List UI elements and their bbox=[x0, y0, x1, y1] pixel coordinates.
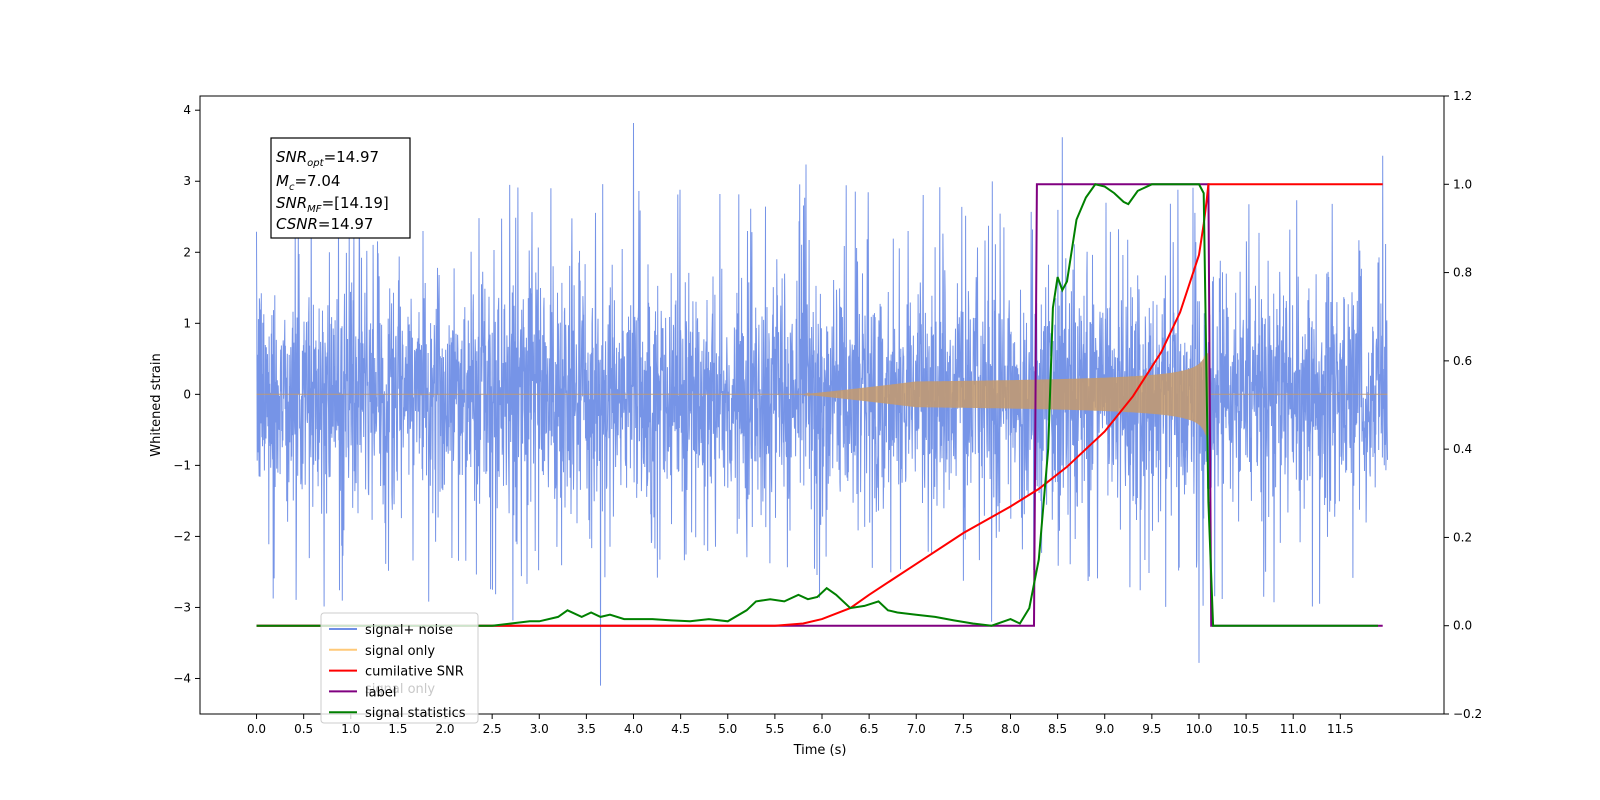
y-tick-label: −1 bbox=[173, 458, 191, 472]
x-tick-label: 0.5 bbox=[294, 722, 313, 736]
x-tick-label: 11.0 bbox=[1280, 722, 1307, 736]
annotation-box: SNRopt=14.97 Mc=7.04 SNRMF=[14.19] CSNR=… bbox=[270, 137, 411, 239]
x-tick-label: 7.5 bbox=[954, 722, 973, 736]
annotation-mc: Mc=7.04 bbox=[276, 172, 340, 193]
x-axis: 0.0 0.5 1.0 1.5 2.0 2.5 3.0 3.5 4.0 4.5 5.0 5.5 6.0 6… bbox=[247, 714, 1354, 736]
x-axis-label: Time (s) bbox=[793, 743, 847, 758]
y-axis-right: 1.2 1.0 0.8 0.6 0.4 0.2 0.0 −0.2 bbox=[1444, 89, 1482, 721]
annotation-snr-opt-sub: opt bbox=[307, 158, 324, 169]
legend-label: signal+ noise bbox=[365, 623, 453, 638]
annotation-frame bbox=[270, 137, 411, 239]
annotation-snr-mf-value: =[14.19] bbox=[322, 194, 389, 212]
x-tick-label: 6.0 bbox=[812, 722, 831, 736]
annotation-mc-sub: c bbox=[289, 182, 295, 193]
x-tick-label: 1.0 bbox=[341, 722, 360, 736]
legend: signal only signal+ noise signal only cumi… bbox=[320, 612, 479, 724]
legend-frame bbox=[320, 612, 479, 724]
annotation-snr-mf-sub: MF bbox=[307, 204, 322, 215]
y2-tick-label: 1.2 bbox=[1453, 89, 1472, 103]
y2-tick-label: −0.2 bbox=[1453, 707, 1482, 721]
x-tick-label: 9.0 bbox=[1095, 722, 1114, 736]
legend-items: signal+ noise signal only cumilative SNR la… bbox=[329, 623, 466, 721]
x-tick-label: 0.0 bbox=[247, 722, 266, 736]
legend-label: label bbox=[365, 685, 396, 700]
annotation-snr-opt: SNRopt=14.97 bbox=[276, 148, 379, 169]
x-tick-label: 5.5 bbox=[765, 722, 784, 736]
y2-tick-label: 0.2 bbox=[1453, 530, 1472, 544]
x-tick-label: 11.5 bbox=[1327, 722, 1354, 736]
y-tick-label: 3 bbox=[183, 174, 191, 188]
x-tick-label: 10.0 bbox=[1186, 722, 1213, 736]
y-tick-label: −2 bbox=[173, 529, 191, 543]
x-tick-label: 10.5 bbox=[1233, 722, 1260, 736]
x-tick-label: 3.5 bbox=[577, 722, 596, 736]
annotation-mc-value: =7.04 bbox=[294, 172, 340, 190]
plot-area bbox=[256, 122, 1388, 686]
x-tick-label: 9.5 bbox=[1142, 722, 1161, 736]
annotation-snr-mf: SNRMF=[14.19] bbox=[276, 194, 389, 215]
series-cumilative-snr bbox=[256, 183, 1383, 627]
x-tick-label: 8.5 bbox=[1048, 722, 1067, 736]
x-tick-label: 1.5 bbox=[388, 722, 407, 736]
x-tick-label: 8.0 bbox=[1001, 722, 1020, 736]
annotation-snr-mf-base: SNR bbox=[276, 194, 307, 212]
annotation-csnr-base: CSNR bbox=[276, 215, 318, 233]
y-tick-label: 1 bbox=[183, 316, 191, 330]
annotation-mc-base: M bbox=[276, 172, 289, 190]
y-axis-label: Whitened strain bbox=[149, 353, 164, 456]
y-tick-label: 4 bbox=[183, 103, 191, 117]
legend-label: signal only bbox=[365, 644, 435, 659]
x-tick-label: 4.5 bbox=[671, 722, 690, 736]
y2-tick-label: 1.0 bbox=[1453, 177, 1472, 191]
x-tick-label: 7.0 bbox=[907, 722, 926, 736]
y-tick-label: −4 bbox=[173, 671, 191, 685]
legend-label: signal statistics bbox=[365, 706, 466, 721]
annotation-snr-opt-value: =14.97 bbox=[324, 148, 380, 166]
y-tick-label: 0 bbox=[183, 387, 191, 401]
y2-tick-label: 0.4 bbox=[1453, 442, 1472, 456]
y-tick-label: −3 bbox=[173, 600, 191, 614]
annotation-csnr-value: =14.97 bbox=[318, 215, 374, 233]
annotation-snr-opt-base: SNR bbox=[276, 148, 307, 166]
x-tick-label: 3.0 bbox=[530, 722, 549, 736]
y2-tick-label: 0.8 bbox=[1453, 266, 1472, 280]
x-tick-label: 6.5 bbox=[860, 722, 879, 736]
y2-tick-label: 0.6 bbox=[1453, 354, 1472, 368]
x-tick-label: 2.0 bbox=[435, 722, 454, 736]
y-axis-left: 4 3 2 1 0 −1 −2 −3 −4 bbox=[173, 103, 200, 685]
legend-underlay-text: signal only bbox=[365, 682, 435, 697]
x-tick-label: 2.5 bbox=[483, 722, 502, 736]
y-tick-label: 2 bbox=[183, 245, 191, 259]
x-tick-label: 4.0 bbox=[624, 722, 643, 736]
y2-tick-label: 0.0 bbox=[1453, 619, 1472, 633]
series-signal-noise bbox=[256, 122, 1388, 686]
x-tick-label: 5.0 bbox=[718, 722, 737, 736]
annotation-csnr: CSNR=14.97 bbox=[276, 215, 373, 233]
legend-label: cumilative SNR bbox=[365, 665, 464, 680]
series-signal-statistics bbox=[256, 183, 1378, 627]
